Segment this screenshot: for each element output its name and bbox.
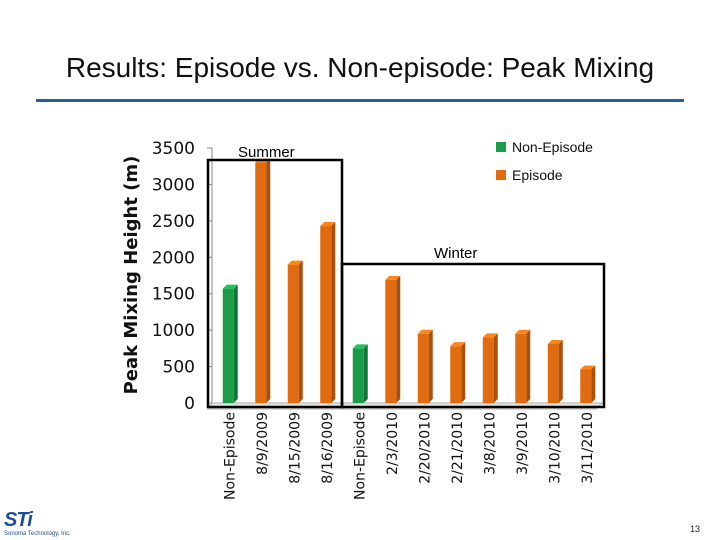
- x-tick-label: 2/20/2010: [417, 412, 433, 484]
- season-box-winter: Winter: [340, 245, 606, 409]
- bar-episode: [417, 329, 433, 403]
- bar-episode: [482, 333, 498, 403]
- bars: [222, 158, 596, 403]
- x-tick-label: 3/8/2010: [482, 412, 498, 475]
- title-divider: [36, 99, 684, 102]
- x-tick-label: 3/9/2010: [515, 412, 531, 475]
- x-tick-label: 2/21/2010: [450, 412, 466, 484]
- x-tick-label: Non-Episode: [222, 412, 238, 500]
- y-tick-label: 1000: [152, 321, 195, 341]
- y-tick-label: 0: [184, 394, 195, 414]
- y-axis-label: Peak Mixing Height (m): [121, 156, 142, 395]
- legend-label: Non-Episode: [512, 139, 593, 155]
- season-boxes: Summer Winter: [206, 144, 606, 409]
- bar-episode: [515, 329, 531, 403]
- bar-episode: [580, 365, 596, 403]
- page-number: 13: [690, 524, 701, 534]
- x-tick-label: 8/16/2009: [320, 412, 336, 484]
- legend-swatch: [496, 142, 506, 152]
- x-tick-label: Non-Episode: [352, 412, 368, 500]
- chart-legend: Non-Episode Episode: [496, 139, 593, 183]
- bar-non-episode: [352, 344, 368, 403]
- y-tick-label: 3500: [152, 139, 195, 159]
- x-tick-label: 8/15/2009: [287, 412, 303, 484]
- y-tick-label: 3000: [152, 175, 195, 195]
- bar-episode: [255, 158, 271, 403]
- logo-mark: STi: [4, 509, 33, 531]
- x-tick-label: 2/3/2010: [385, 412, 401, 475]
- season-label: Summer: [238, 144, 295, 161]
- legend-label: Episode: [512, 167, 563, 183]
- bar-episode: [287, 260, 303, 403]
- sti-logo: STi Sonoma Technology, Inc.: [4, 510, 94, 538]
- bar-episode: [385, 275, 401, 403]
- legend-swatch: [496, 170, 506, 180]
- y-tick-label: 500: [163, 358, 195, 378]
- y-tick-label: 1500: [152, 285, 195, 305]
- x-tick-label: 3/10/2010: [547, 412, 563, 484]
- season-label: Winter: [434, 245, 477, 262]
- y-tick-label: 2500: [152, 212, 195, 232]
- bar-non-episode: [222, 284, 238, 403]
- x-axis-labels: Non-Episode 8/9/2009 8/15/2009 8/16/2009 Non…: [222, 412, 596, 500]
- x-tick-label: 8/9/2009: [255, 412, 271, 475]
- slide-title: Results: Episode vs. Non-episode: Peak M…: [65, 52, 655, 83]
- bar-episode: [320, 221, 336, 403]
- bar-episode: [547, 339, 563, 403]
- legend-entry: Episode: [496, 167, 563, 183]
- y-axis: 0 500 1000 1500 2000 2500 3000 3500: [152, 139, 213, 414]
- x-tick-label: 3/11/2010: [580, 412, 596, 484]
- legend-entry: Non-Episode: [496, 139, 593, 155]
- y-tick-label: 2000: [152, 248, 195, 268]
- bar-episode: [450, 342, 466, 403]
- logo-subtitle: Sonoma Technology, Inc.: [4, 531, 71, 537]
